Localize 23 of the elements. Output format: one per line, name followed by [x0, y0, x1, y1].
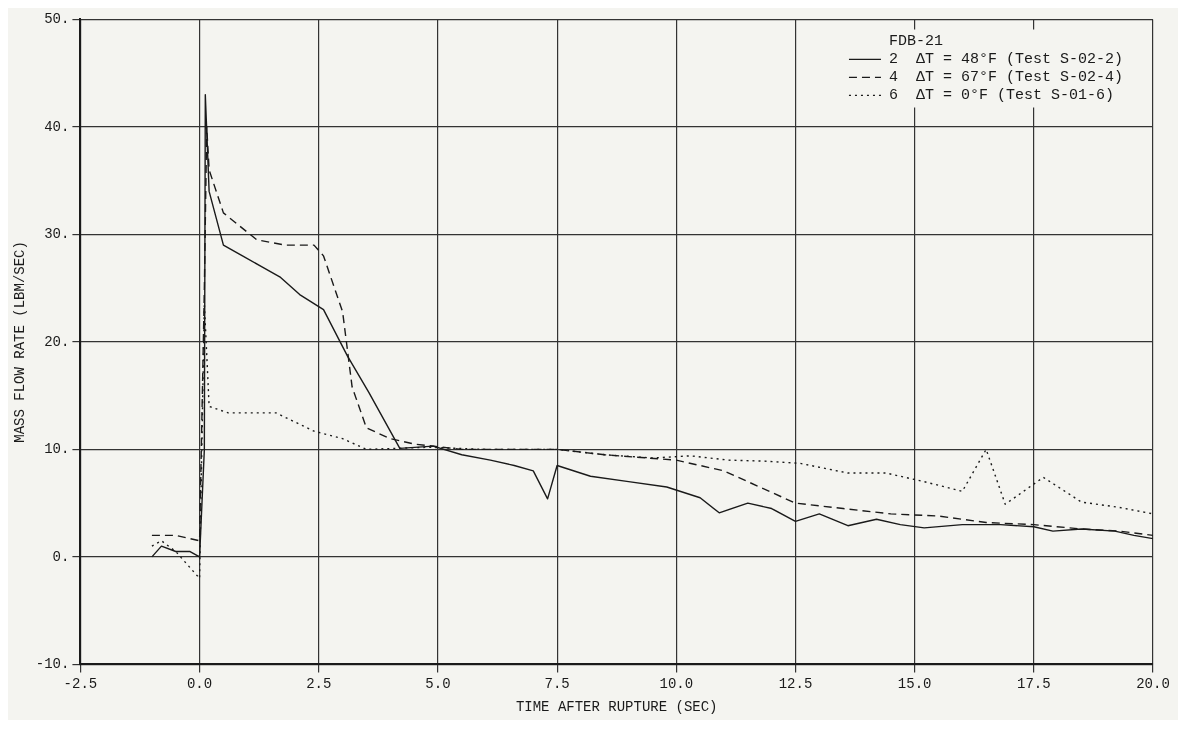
- x-tick-label: 20.0: [1136, 675, 1170, 692]
- x-tick-label: 17.5: [1017, 675, 1051, 692]
- y-tick-label: 20.: [44, 333, 70, 350]
- x-tick-label: 5.0: [425, 675, 451, 692]
- y-tick-label: -10.: [35, 656, 70, 673]
- x-tick-label: 2.5: [306, 675, 332, 692]
- x-tick-label: 12.5: [778, 675, 813, 692]
- y-axis-title: MASS FLOW RATE (LBM/SEC): [12, 241, 29, 443]
- x-tick-label: 15.0: [897, 675, 932, 692]
- y-tick-label: 0.: [52, 548, 70, 565]
- y-tick-label: 50.: [44, 11, 70, 28]
- y-tick-label: 30.: [44, 226, 70, 243]
- legend-title: FDB-21: [888, 33, 943, 51]
- x-tick-label: 0.0: [186, 675, 213, 692]
- y-tick-label: 40.: [44, 118, 70, 135]
- legend-label: 2 ΔT = 48°F (Test S-02-2): [888, 51, 1124, 69]
- y-tick-label: 10.: [44, 441, 70, 458]
- x-tick-label: 10.0: [659, 675, 694, 692]
- x-axis-title: TIME AFTER RUPTURE (SEC): [515, 699, 718, 716]
- legend-label: 4 ΔT = 67°F (Test S-02-4): [888, 69, 1124, 87]
- x-tick-label: 7.5: [544, 675, 570, 692]
- legend-label: 6 ΔT = 0°F (Test S-01-6): [888, 87, 1115, 105]
- x-tick-label: -2.5: [63, 675, 98, 692]
